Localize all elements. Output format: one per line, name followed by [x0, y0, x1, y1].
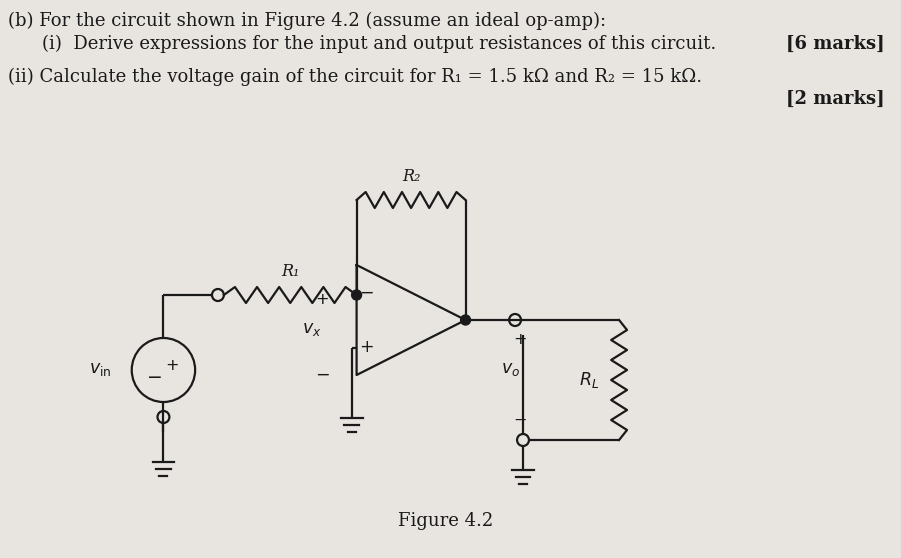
Text: R₂: R₂: [402, 168, 420, 185]
Text: R₁: R₁: [281, 263, 299, 280]
Text: Figure 4.2: Figure 4.2: [398, 512, 494, 530]
Text: $v_o$: $v_o$: [501, 362, 520, 378]
Text: $v_x$: $v_x$: [302, 321, 322, 339]
Text: [2 marks]: [2 marks]: [786, 90, 885, 108]
Text: (i)  Derive expressions for the input and output resistances of this circuit.: (i) Derive expressions for the input and…: [41, 35, 716, 53]
Text: [6 marks]: [6 marks]: [786, 35, 885, 53]
Circle shape: [351, 290, 361, 300]
Text: −: −: [359, 283, 374, 301]
Text: +: +: [315, 292, 329, 307]
Text: +: +: [359, 339, 374, 357]
Text: −: −: [514, 412, 527, 427]
Text: (ii) Calculate the voltage gain of the circuit for R₁ = 1.5 kΩ and R₂ = 15 kΩ.: (ii) Calculate the voltage gain of the c…: [8, 68, 702, 86]
Circle shape: [460, 315, 470, 325]
Text: +: +: [166, 358, 179, 373]
Text: $v_\mathrm{in}$: $v_\mathrm{in}$: [89, 362, 111, 378]
Text: +: +: [514, 333, 527, 348]
Text: (b) For the circuit shown in Figure 4.2 (assume an ideal op-amp):: (b) For the circuit shown in Figure 4.2 …: [8, 12, 606, 30]
Text: $R_L$: $R_L$: [579, 370, 599, 390]
Text: −: −: [314, 366, 329, 384]
Text: −: −: [147, 368, 162, 387]
